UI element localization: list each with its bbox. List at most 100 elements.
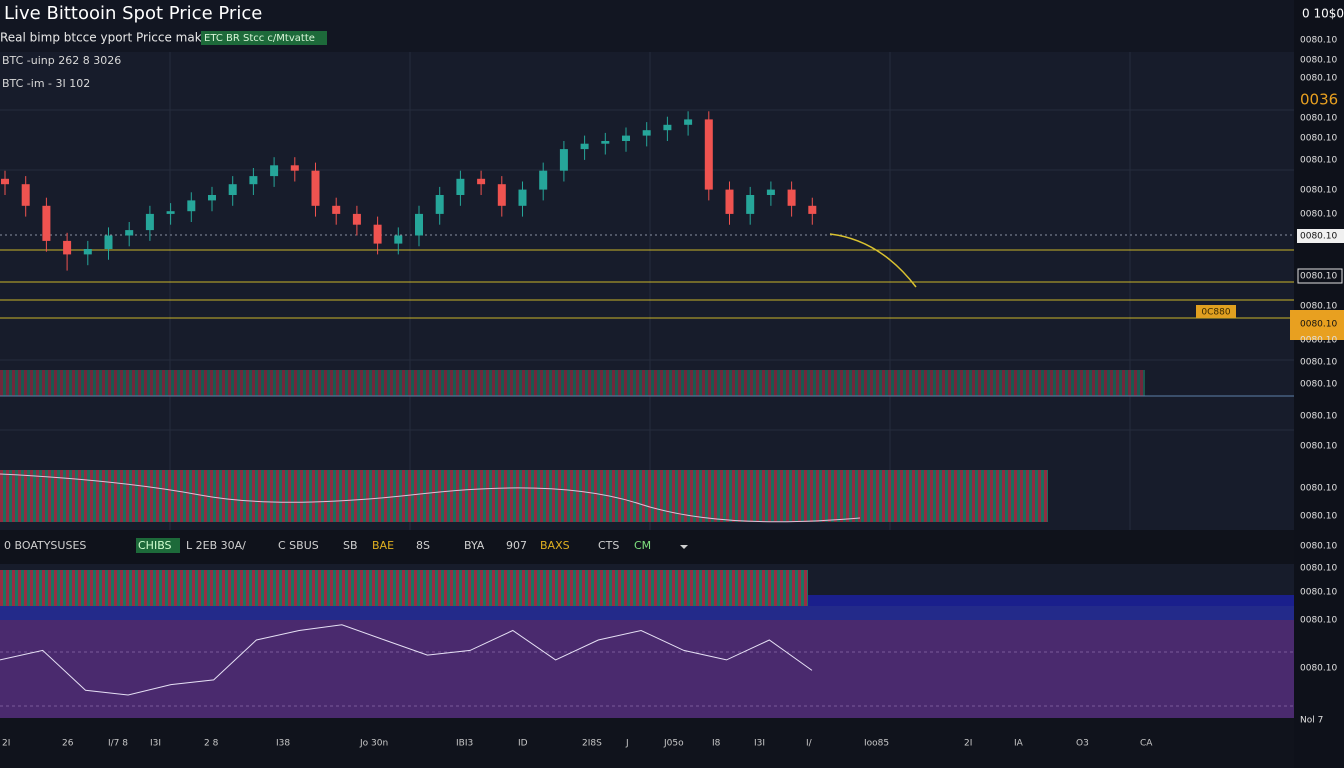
candle-body: [228, 184, 237, 195]
candle-body: [539, 170, 548, 190]
axis-highlight: [1297, 229, 1344, 243]
price-axis-label: Nol 7: [1300, 716, 1323, 726]
candle-body: [394, 235, 403, 244]
candle-body: [332, 205, 341, 214]
time-axis-label: J05o: [663, 739, 684, 749]
volume-strip: [0, 370, 1145, 396]
candle-body: [83, 249, 92, 255]
price-axis-label: 0080.10: [1300, 74, 1337, 84]
toolbar-item[interactable]: BYA: [464, 539, 485, 552]
candle-body: [580, 143, 589, 150]
candle-body: [208, 195, 216, 201]
candle-body: [166, 211, 175, 214]
time-axis-label: IA: [1014, 739, 1024, 749]
candle-body: [249, 176, 258, 185]
price-axis-label: 0080.10: [1300, 302, 1337, 312]
price-axis-label: 0080.10: [1300, 442, 1337, 452]
toolbar-item[interactable]: 0 BOATYSUSES: [4, 539, 86, 552]
price-axis-label: 0080.10: [1300, 232, 1337, 242]
rsi-panel: [0, 620, 1294, 718]
candle-body: [145, 213, 154, 231]
price-axis-label: 0080.10: [1300, 36, 1337, 46]
toolbar: [0, 530, 1294, 564]
subtitle: Real bimp btcce yport Pricce maket!: [0, 31, 218, 45]
candle-body: [311, 170, 320, 206]
time-axis-label: O3: [1076, 739, 1089, 749]
candle-body: [352, 213, 361, 225]
toolbar-item[interactable]: 8S: [416, 539, 430, 552]
volume-panel: [0, 470, 1048, 522]
price-axis-label: 0080.10: [1300, 664, 1337, 674]
time-axis-label: I/: [806, 739, 813, 749]
price-axis-label: 0080.10: [1300, 56, 1337, 66]
candle-body: [663, 124, 672, 131]
time-axis-label: Jo 30n: [359, 739, 388, 749]
time-axis-label: I3I: [754, 739, 765, 749]
price-axis-label: 0080.10: [1300, 512, 1337, 522]
dropdown-arrow: [680, 545, 688, 549]
corner: 0 10$0: [1302, 7, 1344, 21]
price-axis: [1294, 0, 1344, 768]
time-axis-label: 2 8: [204, 739, 219, 749]
time-axis-label: CA: [1140, 739, 1153, 749]
info: BTC -im - 3I 102: [2, 77, 90, 90]
level-lines: [0, 249, 1294, 319]
projection: [829, 233, 917, 288]
price-tag-bg: [1196, 305, 1236, 318]
price-axis-label: 0080.10: [1300, 484, 1337, 494]
candle-body: [21, 184, 30, 206]
candle-body: [622, 135, 630, 141]
price-axis-label: 0080.10: [1300, 186, 1337, 196]
toolbar-chip: [136, 538, 180, 553]
toolbar-item[interactable]: SB: [343, 539, 358, 552]
toolbar-item[interactable]: CHIBS: [138, 539, 172, 552]
price-axis-label: 0080.10: [1300, 156, 1337, 166]
time-axis-label: 26: [62, 739, 74, 749]
time-axis: [0, 718, 1294, 768]
price-axis-label: 0080.10: [1300, 358, 1337, 368]
rsi-header: [0, 606, 1294, 620]
candle-body: [187, 200, 196, 212]
time-axis-label: Ioo85: [864, 739, 889, 749]
axis-box: [1297, 268, 1343, 284]
price-axis-label: 0080.10: [1300, 114, 1337, 124]
candle-body: [290, 165, 299, 171]
time-axis-label: J: [625, 739, 629, 749]
candle-body: [415, 213, 423, 236]
candle-body: [104, 235, 113, 249]
time-axis-label: I/7 8: [108, 739, 128, 749]
candle-body: [704, 119, 713, 190]
toolbar-item[interactable]: BAE: [372, 539, 394, 552]
time-axis-label: IBI3: [456, 739, 473, 749]
info: BTC -uinp 262 8 3026: [2, 54, 121, 67]
candle-body: [125, 230, 134, 236]
candle-body: [787, 189, 796, 206]
badge: ETC BR Stcc c/Mtvatte: [204, 33, 315, 44]
volume-average: [0, 473, 861, 523]
axis-tag: [1290, 310, 1344, 340]
price-axis-label: 0036: [1300, 91, 1338, 109]
rsi-line: [0, 624, 813, 696]
candle-body: [477, 178, 486, 185]
price-tag: 0C880: [1201, 308, 1230, 318]
time-axis-label: ID: [518, 739, 528, 749]
toolbar-item[interactable]: 907: [506, 539, 527, 552]
toolbar-item[interactable]: CTS: [598, 539, 619, 552]
toolbar-item[interactable]: L 2EB 30A/: [186, 539, 246, 552]
candle-body: [601, 141, 610, 144]
grid: [0, 52, 1294, 530]
price-axis-label: 0080.10: [1300, 134, 1337, 144]
candle-body: [642, 130, 651, 136]
candle-body: [746, 195, 755, 214]
candle-body: [766, 189, 775, 195]
candle-body: [270, 165, 279, 177]
time-axis-label: I8: [712, 739, 721, 749]
candle-body: [518, 189, 527, 206]
toolbar-item[interactable]: C SBUS: [278, 539, 319, 552]
volume-fill: [808, 595, 1294, 606]
candle-body: [725, 189, 734, 214]
toolbar-item[interactable]: CM: [634, 539, 651, 552]
price-axis-label: 0080.10: [1300, 380, 1337, 390]
toolbar-item[interactable]: BAXS: [540, 539, 570, 552]
